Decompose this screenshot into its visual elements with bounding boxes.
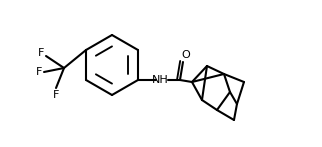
Text: F: F	[53, 90, 59, 100]
Text: F: F	[38, 48, 44, 58]
Text: NH: NH	[152, 75, 168, 85]
Text: F: F	[36, 67, 42, 77]
Text: O: O	[182, 50, 190, 60]
